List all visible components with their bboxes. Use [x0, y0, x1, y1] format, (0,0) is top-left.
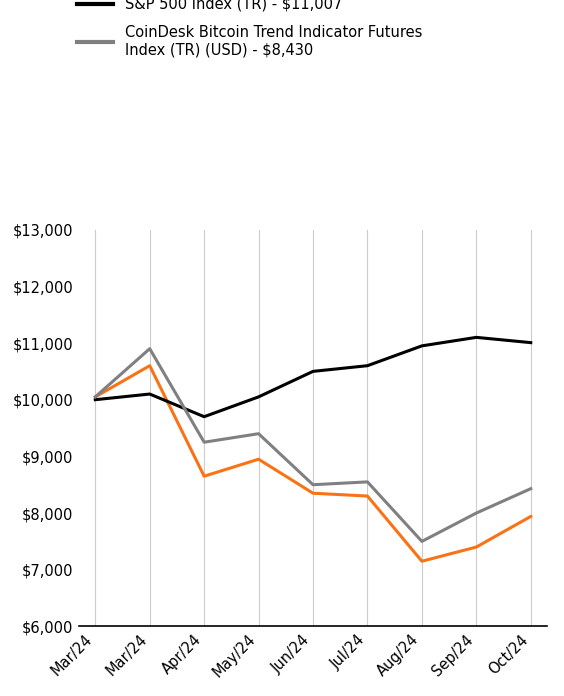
Legend: Global X Bitcoin Trend Strategy ETF -
$7,940, S&P 500 Index (TR) - $11,007, Coin: Global X Bitcoin Trend Strategy ETF - $7… [77, 0, 422, 57]
